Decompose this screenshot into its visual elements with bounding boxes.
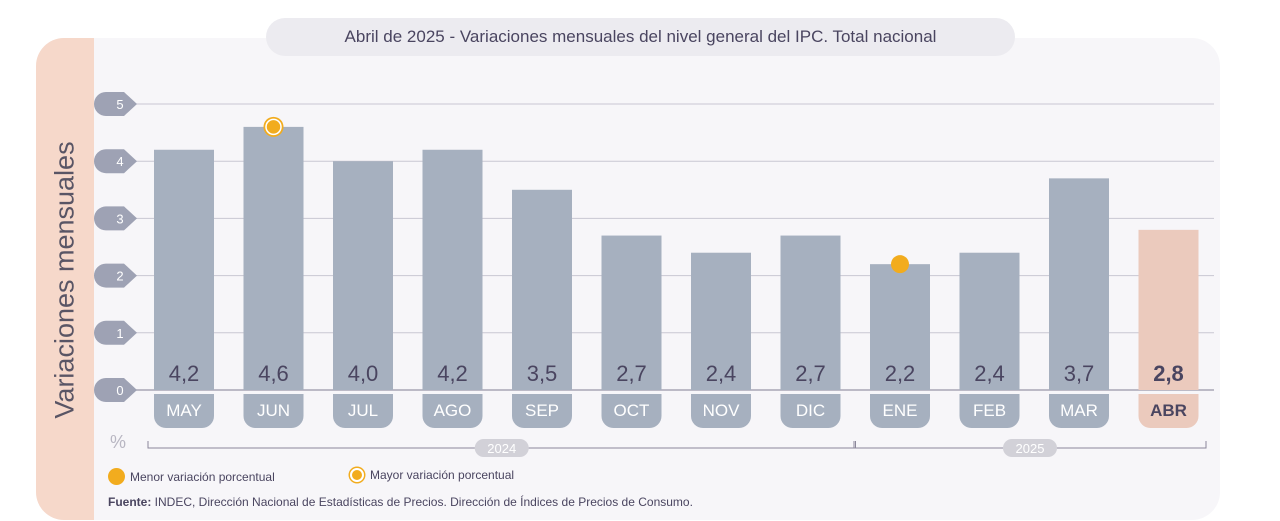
y-tick-label: 1 <box>116 326 123 341</box>
bar-value-label: 4,2 <box>437 361 468 386</box>
bar <box>691 252 751 390</box>
category-pill <box>780 394 841 428</box>
legend-min-label: Menor variación porcentual <box>130 469 275 484</box>
bar <box>1138 229 1199 390</box>
bar-value-label: 2,2 <box>885 361 916 386</box>
title-separator: - <box>444 27 460 46</box>
max-marker-icon <box>350 468 364 482</box>
legend-item-max: Mayor variación porcentual <box>348 468 514 482</box>
category-pill <box>1049 394 1109 428</box>
category-pill <box>959 394 1020 428</box>
category-pill <box>601 394 662 428</box>
chart-title: Abril de 2025 - Variaciones mensuales de… <box>266 18 1015 56</box>
bar <box>243 126 304 390</box>
bar-value-label: 4,0 <box>348 361 379 386</box>
bar <box>959 252 1020 390</box>
bar-value-label: 4,6 <box>258 361 289 386</box>
category-label: DIC <box>796 401 825 420</box>
y-tick-badge <box>94 320 137 345</box>
y-tick-badge <box>94 149 137 174</box>
year-badge <box>474 439 529 457</box>
legend-item-min: Menor variación porcentual <box>108 468 275 485</box>
y-tick-label: 3 <box>116 211 123 226</box>
max-marker-ring <box>265 118 282 136</box>
bar-value-label: 3,5 <box>527 361 558 386</box>
category-label: SEP <box>525 401 559 420</box>
category-label: MAY <box>166 401 202 420</box>
bar <box>333 161 393 390</box>
y-tick-label: 4 <box>116 154 123 169</box>
bar-value-label: 2,4 <box>706 361 737 386</box>
legend-max-label: Mayor variación porcentual <box>370 468 515 482</box>
y-tick-badge <box>94 92 137 116</box>
category-label: ENE <box>883 401 918 420</box>
year-label: 2024 <box>487 441 516 456</box>
title-text: Variaciones mensuales del nivel general … <box>459 27 937 46</box>
bar <box>780 235 841 390</box>
y-tick-label: 5 <box>116 97 123 112</box>
bar-value-label: 2,4 <box>974 361 1005 386</box>
y-tick-label: 0 <box>116 383 123 398</box>
category-label: NOV <box>703 401 741 420</box>
year-badge <box>1003 439 1057 457</box>
bar-value-label: 3,7 <box>1064 361 1095 386</box>
y-tick-label: 2 <box>116 269 123 284</box>
y-unit-label: % <box>110 432 126 452</box>
bar <box>601 235 662 390</box>
category-pill <box>243 394 304 428</box>
category-label: JUL <box>348 401 378 420</box>
bar-value-label: 2,7 <box>795 361 826 386</box>
bar <box>422 149 483 390</box>
category-label: FEB <box>973 401 1006 420</box>
bar-value-label: 2,7 <box>616 361 647 386</box>
y-tick-badge <box>94 263 137 288</box>
bar <box>1049 178 1109 390</box>
category-label: AGO <box>434 401 472 420</box>
y-tick-badge <box>94 206 137 231</box>
source-text: INDEC, Dirección Nacional de Estadística… <box>151 495 693 509</box>
category-pill <box>870 394 930 428</box>
min-marker <box>891 255 909 274</box>
category-pill <box>1138 394 1199 428</box>
source-note: Fuente: INDEC, Dirección Nacional de Est… <box>108 495 693 509</box>
category-pill <box>154 394 214 428</box>
bar <box>512 189 572 390</box>
category-label: JUN <box>257 401 290 420</box>
source-label: Fuente: <box>108 495 152 509</box>
y-axis-side-panel <box>36 38 94 520</box>
category-pill <box>691 394 751 428</box>
bar-value-label: 2,8 <box>1153 361 1184 386</box>
category-pill <box>512 394 572 428</box>
category-label: OCT <box>614 401 650 420</box>
category-pill <box>333 394 393 428</box>
category-label: MAR <box>1060 401 1098 420</box>
y-tick-badge <box>94 378 137 402</box>
bar <box>870 264 930 390</box>
category-pill <box>422 394 483 428</box>
title-date: Abril de 2025 <box>344 27 445 46</box>
year-label: 2025 <box>1016 441 1045 456</box>
category-label: ABR <box>1150 401 1187 420</box>
bar-value-label: 4,2 <box>169 361 200 386</box>
min-marker-icon <box>108 468 125 485</box>
bar <box>154 149 214 390</box>
